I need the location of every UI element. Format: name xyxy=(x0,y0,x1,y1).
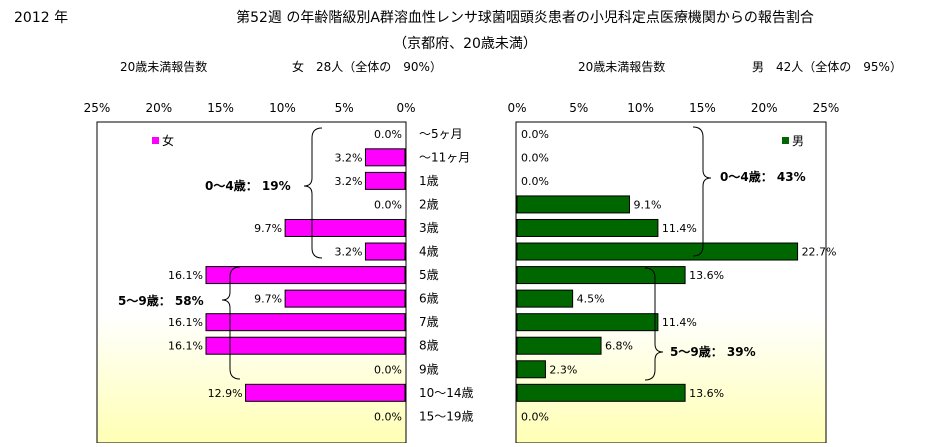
male-data-label: 13.6% xyxy=(689,269,724,282)
male-x-tick-label: 20% xyxy=(751,101,778,115)
male-group2-annotation: 5～9歳： 39% xyxy=(670,344,756,359)
male-data-label: 0.0% xyxy=(521,410,549,423)
male-bar xyxy=(516,242,799,261)
female-data-label: 9.7% xyxy=(254,222,282,235)
male-bar xyxy=(516,266,686,285)
year-label: 2012 年 xyxy=(14,10,68,26)
category-label: 1歳 xyxy=(419,174,439,188)
female-x-tick-label: 20% xyxy=(145,101,172,115)
male-data-label: 4.5% xyxy=(577,293,605,306)
female-data-label: 3.2% xyxy=(334,151,362,164)
male-data-label: 9.1% xyxy=(633,198,661,211)
category-label: 8歳 xyxy=(419,339,439,353)
male-data-label: 0.0% xyxy=(521,128,549,141)
male-data-label: 2.3% xyxy=(549,363,577,376)
male-legend-label: 男 xyxy=(792,134,804,148)
female-x-tick-label: 15% xyxy=(207,101,234,115)
female-data-label: 16.1% xyxy=(168,340,203,353)
male-bar xyxy=(516,336,602,355)
female-group1-brace xyxy=(303,127,323,259)
male-bar xyxy=(516,289,574,308)
male-data-label: 0.0% xyxy=(521,175,549,188)
male-bar xyxy=(516,383,686,402)
female-bar xyxy=(205,266,406,285)
female-data-label: 9.7% xyxy=(254,293,282,306)
category-label: 15～19歳 xyxy=(419,409,474,423)
female-data-label: 0.0% xyxy=(374,410,402,423)
female-data-label: 16.1% xyxy=(168,269,203,282)
male-legend-swatch xyxy=(782,137,789,144)
female-bar xyxy=(364,148,406,167)
female-data-label: 16.1% xyxy=(168,316,203,329)
female-count-label: 20歳未満報告数 xyxy=(120,59,207,74)
female-legend-label: 女 xyxy=(162,133,174,148)
male-data-label: 13.6% xyxy=(689,387,724,400)
male-data-label: 0.0% xyxy=(521,151,549,164)
female-data-label: 0.0% xyxy=(374,198,402,211)
male-count-label: 20歳未満報告数 xyxy=(578,59,665,74)
male-data-label: 6.8% xyxy=(605,340,633,353)
category-label: 3歳 xyxy=(419,221,439,235)
male-group2-brace xyxy=(644,267,664,381)
male-x-tick-label: 15% xyxy=(689,101,716,115)
male-group1-annotation: 0～4歳： 43% xyxy=(720,169,806,184)
male-total-label: 男 42人（全体の 95%） xyxy=(752,59,902,74)
category-label: 7歳 xyxy=(419,315,439,329)
male-x-tick-label: 25% xyxy=(813,101,840,115)
female-x-tick-label: 5% xyxy=(335,101,354,115)
category-label: 6歳 xyxy=(419,292,439,306)
male-bar xyxy=(516,195,630,214)
male-bar xyxy=(516,360,546,379)
category-label: 4歳 xyxy=(419,245,439,259)
category-label: ～5ヶ月 xyxy=(419,127,463,141)
female-data-label: 0.0% xyxy=(374,128,402,141)
male-x-tick-label: 0% xyxy=(507,101,526,115)
female-x-tick-label: 10% xyxy=(269,101,296,115)
female-bar xyxy=(284,218,406,237)
female-bar xyxy=(284,289,406,308)
category-label: ～11ヶ月 xyxy=(419,150,470,164)
chart-title: 第52週 の年齢階級別A群溶血性レンサ球菌咽頭炎患者の小児科定点医療機関からの報… xyxy=(236,9,814,26)
female-data-label: 3.2% xyxy=(334,175,362,188)
category-label: 2歳 xyxy=(419,197,439,211)
male-group1-brace xyxy=(692,126,712,257)
male-data-label: 22.7% xyxy=(802,246,837,259)
female-legend-swatch xyxy=(152,137,159,144)
category-label: 9歳 xyxy=(419,362,439,376)
female-bar xyxy=(364,171,406,190)
male-x-tick-label: 10% xyxy=(627,101,654,115)
female-bar xyxy=(205,313,406,332)
female-total-label: 女 28人（全体の 90%） xyxy=(292,59,442,74)
male-data-label: 11.4% xyxy=(662,316,697,329)
female-group1-annotation: 0～4歳： 19% xyxy=(205,178,291,193)
category-label: 10～14歳 xyxy=(419,386,474,400)
female-bar xyxy=(364,242,406,261)
male-bar xyxy=(516,218,659,237)
female-group2-brace xyxy=(221,266,241,380)
female-bar xyxy=(205,336,406,355)
female-group2-annotation: 5～9歳： 58% xyxy=(118,293,204,308)
female-x-tick-label: 0% xyxy=(396,101,415,115)
male-bar xyxy=(516,313,659,332)
female-data-label: 12.9% xyxy=(208,387,243,400)
category-label: 5歳 xyxy=(419,268,439,282)
chart-subtitle: （京都府、20歳未満） xyxy=(393,36,537,52)
female-x-tick-label: 25% xyxy=(84,101,111,115)
male-x-tick-label: 5% xyxy=(569,101,588,115)
female-data-label: 0.0% xyxy=(374,363,402,376)
female-bar xyxy=(245,383,406,402)
male-data-label: 11.4% xyxy=(662,222,697,235)
female-data-label: 3.2% xyxy=(334,246,362,259)
